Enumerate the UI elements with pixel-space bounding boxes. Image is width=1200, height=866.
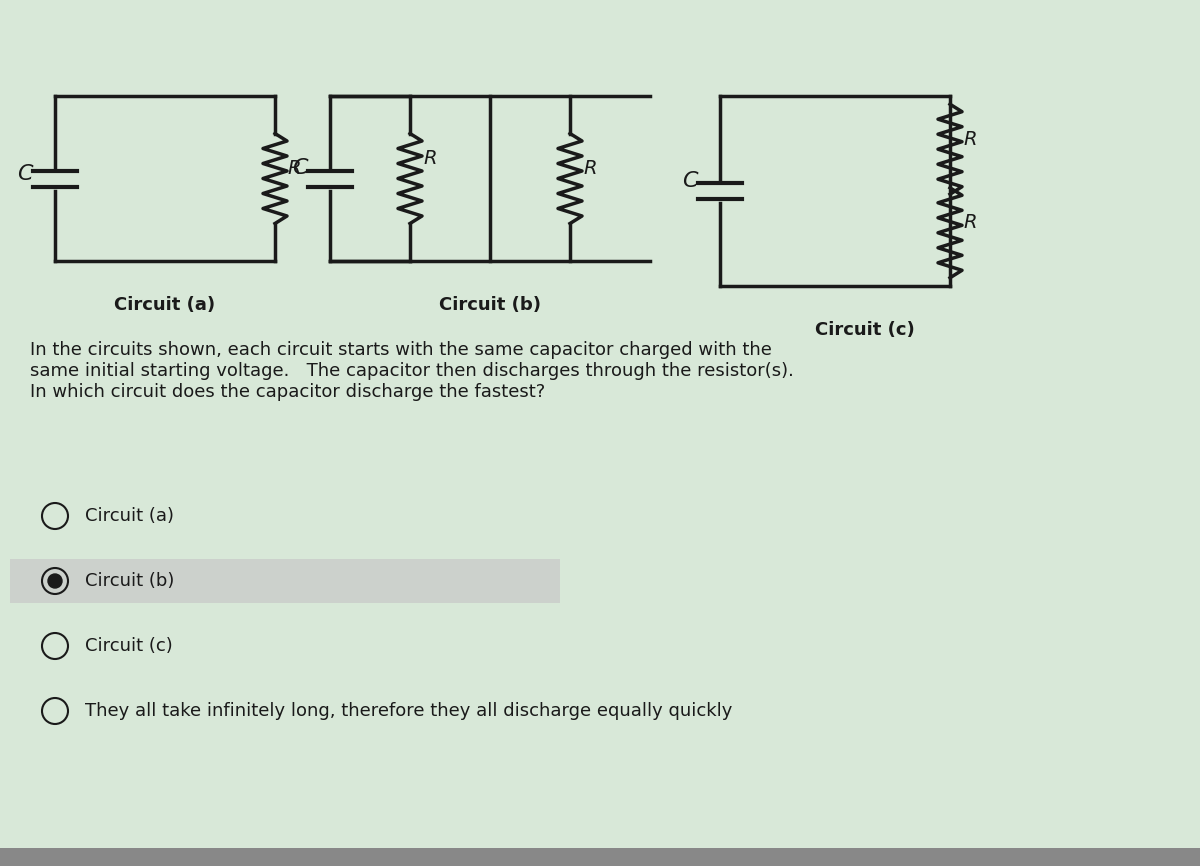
Text: Circuit (b): Circuit (b) [85,572,174,590]
Circle shape [48,574,62,588]
Text: R: R [964,130,977,149]
Text: Circuit (c): Circuit (c) [85,637,173,655]
Text: R: R [422,149,437,168]
Text: Circuit (c): Circuit (c) [815,321,914,339]
Text: They all take infinitely long, therefore they all discharge equally quickly: They all take infinitely long, therefore… [85,702,732,720]
FancyBboxPatch shape [10,559,560,603]
Text: Circuit (a): Circuit (a) [114,296,216,314]
Text: C: C [18,164,34,184]
Text: C: C [293,158,308,178]
Text: Circuit (a): Circuit (a) [85,507,174,525]
FancyBboxPatch shape [0,848,1200,866]
Text: C: C [683,171,698,191]
Text: R: R [583,159,596,178]
Text: Circuit (b): Circuit (b) [439,296,541,314]
Text: In the circuits shown, each circuit starts with the same capacitor charged with : In the circuits shown, each circuit star… [30,341,794,401]
Text: R: R [964,213,977,232]
Text: R: R [287,159,300,178]
